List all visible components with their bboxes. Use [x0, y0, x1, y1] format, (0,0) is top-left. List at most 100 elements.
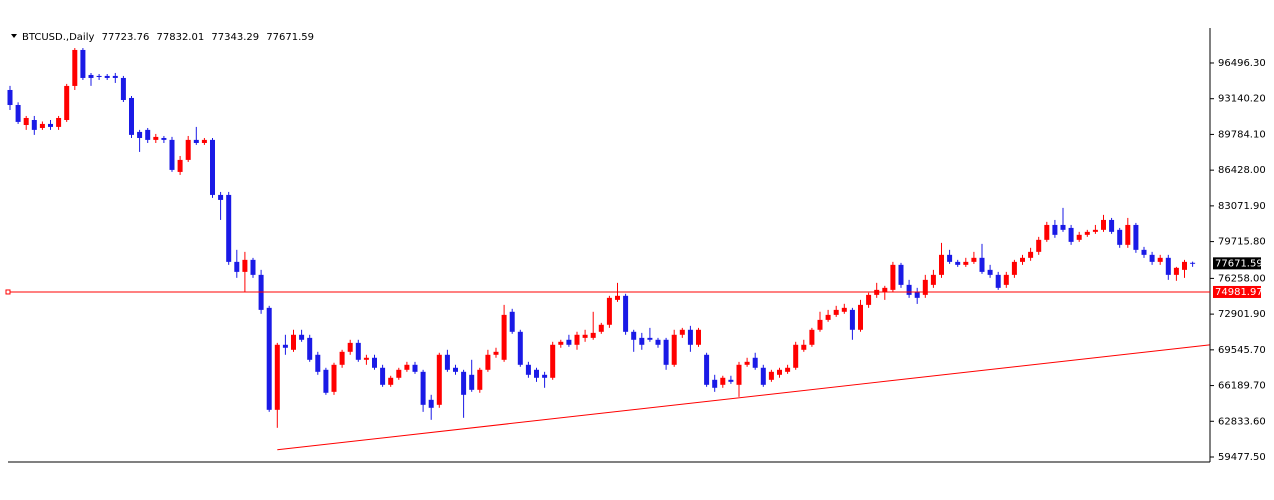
- candle-body: [72, 49, 78, 86]
- candle-body: [331, 364, 337, 392]
- last-price-label: 77671.59: [1215, 258, 1263, 269]
- candle-body: [890, 264, 896, 290]
- candle-body: [712, 379, 718, 388]
- candle-body: [534, 369, 539, 378]
- candle-body: [647, 337, 653, 340]
- candle-body: [444, 354, 450, 370]
- candle-body: [412, 364, 418, 372]
- candle-body: [129, 97, 134, 135]
- candle-body: [210, 139, 215, 195]
- candle-body: [226, 194, 232, 262]
- candle-body: [1101, 219, 1106, 230]
- candle-body: [120, 77, 126, 100]
- candle-body: [347, 342, 353, 352]
- candle-body: [420, 371, 426, 405]
- candle-body: [1020, 257, 1025, 262]
- candle-body: [501, 314, 507, 360]
- candle-body: [234, 261, 240, 272]
- candle-body: [185, 139, 191, 160]
- candle-body: [1003, 274, 1009, 285]
- y-tick-label: 76258.00: [1218, 273, 1266, 284]
- candle-body: [137, 131, 143, 138]
- y-tick-label: 66189.70: [1218, 381, 1266, 392]
- candle-body: [939, 254, 944, 275]
- candle-body: [1133, 224, 1139, 250]
- candle-body: [39, 123, 45, 128]
- candle-body: [1011, 261, 1017, 275]
- candle-body: [1173, 267, 1179, 275]
- candle-body: [363, 357, 369, 360]
- candle-body: [299, 334, 305, 340]
- candle-body: [428, 399, 434, 408]
- candle-body: [882, 287, 888, 292]
- candle-body: [193, 139, 199, 143]
- candle-body: [380, 367, 386, 385]
- y-tick-label: 69545.70: [1218, 345, 1266, 356]
- candle-body: [1028, 251, 1034, 258]
- candle-body: [56, 117, 62, 127]
- candle-body: [153, 136, 159, 140]
- candle-body: [728, 379, 734, 382]
- candle-body: [663, 339, 669, 365]
- candle-body: [687, 329, 693, 345]
- candle-body: [218, 194, 224, 200]
- candle-body: [898, 264, 904, 285]
- header: BTCUSD.,Daily 77723.76 77832.01 77343.29…: [22, 32, 314, 43]
- candle-body: [1076, 234, 1082, 240]
- candle-body: [23, 117, 29, 125]
- candle-body: [493, 351, 499, 355]
- candle-body: [615, 295, 620, 300]
- candle-body: [1092, 229, 1098, 232]
- candle-body: [947, 254, 953, 262]
- candle-body: [177, 159, 183, 172]
- candle-body: [161, 137, 167, 140]
- hline-handle: [5, 289, 11, 295]
- header-open: 77723.76: [102, 32, 150, 43]
- y-tick-label: 59477.50: [1218, 452, 1266, 463]
- candle-body: [623, 295, 629, 332]
- candle-body: [598, 324, 604, 332]
- candle-body: [1052, 224, 1058, 235]
- candle-body: [825, 314, 831, 320]
- candle-body: [1165, 257, 1171, 275]
- candle-body: [777, 369, 782, 375]
- candle-body: [461, 371, 467, 395]
- y-tick-label: 86428.00: [1218, 165, 1266, 176]
- candle-body: [1149, 254, 1155, 262]
- candle-body: [517, 331, 523, 365]
- candle-body: [809, 329, 815, 345]
- candle-body: [1182, 261, 1187, 270]
- candle-body: [987, 269, 993, 275]
- candle-body: [242, 259, 248, 272]
- candle-body: [372, 357, 377, 368]
- trendline: [277, 344, 1210, 451]
- candle-body: [1068, 227, 1074, 242]
- candle-body: [1060, 224, 1066, 230]
- candle-body: [469, 374, 475, 390]
- candle-body: [922, 279, 928, 295]
- candle-body: [169, 139, 175, 170]
- candle-body: [509, 311, 515, 332]
- last-price-box: [1213, 257, 1261, 270]
- menu-arrow: [11, 34, 17, 38]
- candle-body: [582, 334, 588, 338]
- candle-body: [388, 377, 394, 385]
- candle-body: [80, 49, 86, 78]
- candle-body: [671, 334, 677, 365]
- y-tick-label: 96496.30: [1218, 58, 1266, 69]
- candle-body: [1125, 224, 1131, 245]
- y-tick-label: 93140.20: [1218, 94, 1266, 105]
- candle-body: [955, 261, 961, 265]
- candle-body: [291, 334, 296, 350]
- candle-body: [396, 369, 402, 378]
- candle-body: [590, 332, 596, 338]
- candle-body: [1117, 229, 1123, 245]
- candle-body: [760, 367, 766, 385]
- candle-body: [1044, 224, 1050, 240]
- candle-body: [355, 342, 361, 360]
- candle-body: [1084, 231, 1090, 235]
- candle-body: [817, 319, 823, 330]
- candle-body: [752, 357, 758, 368]
- candle-body: [266, 307, 272, 410]
